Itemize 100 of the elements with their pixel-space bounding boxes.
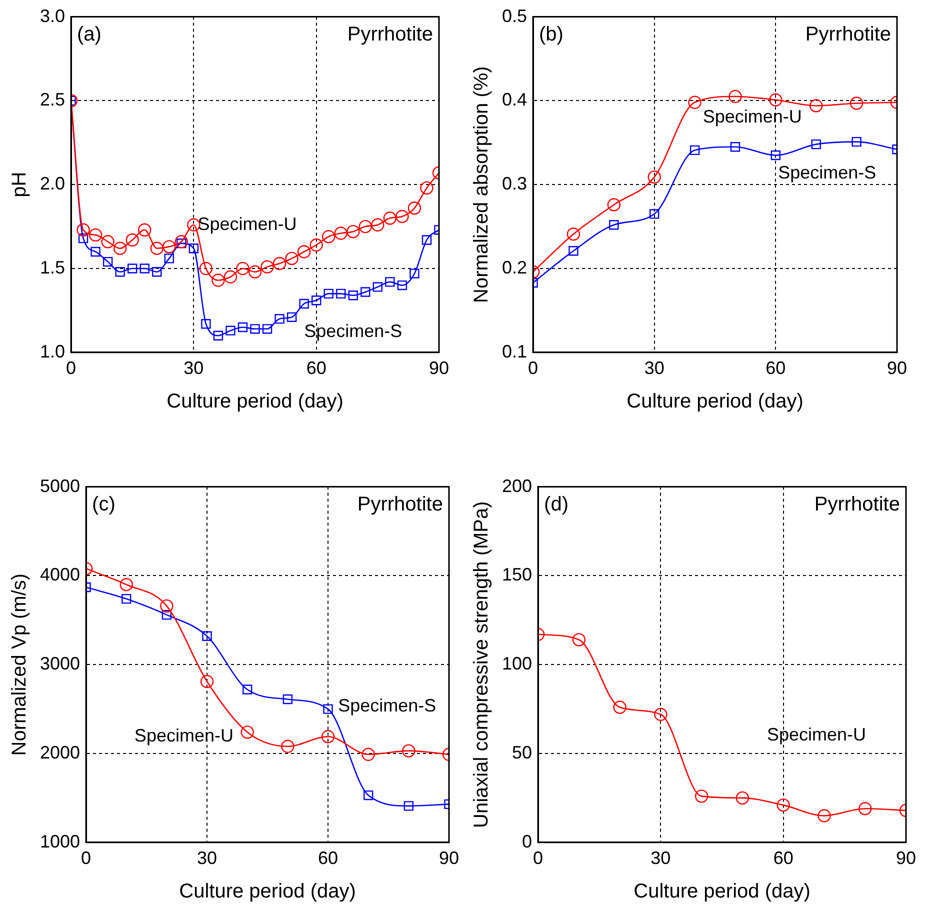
point	[101, 235, 114, 248]
point	[363, 790, 374, 800]
point	[336, 288, 346, 299]
point	[383, 212, 397, 225]
series-label: Specimen-U	[198, 214, 297, 234]
point	[176, 238, 186, 248]
point	[818, 809, 831, 822]
x-tick-label: 90	[886, 358, 908, 378]
point	[162, 240, 176, 254]
point	[770, 150, 781, 160]
point	[324, 288, 334, 299]
y-tick-label: 3.0	[40, 6, 66, 26]
text: Specimen-U	[766, 724, 866, 745]
y-tick-label: 150	[502, 564, 532, 585]
y-tick-label: 50	[512, 742, 532, 762]
y-tick-label: 1.5	[40, 257, 66, 278]
point	[372, 282, 383, 292]
point	[240, 726, 254, 739]
point	[858, 802, 872, 816]
y-tick-label: 0.3	[502, 174, 528, 194]
annotation: (d)	[544, 493, 568, 516]
y-tick-label: 0.1	[502, 341, 528, 362]
point	[260, 260, 274, 274]
y-axis-title: Uniaxial compressive strength (MPa)	[470, 501, 493, 828]
point	[310, 238, 323, 252]
point	[852, 136, 862, 147]
point	[160, 599, 174, 613]
point	[607, 198, 621, 212]
point	[688, 96, 702, 109]
point	[238, 322, 248, 332]
y-tick-label: 3000	[40, 654, 80, 674]
point	[76, 223, 90, 237]
point	[242, 684, 252, 694]
x-axis-title: Culture period (day)	[179, 880, 356, 903]
point	[572, 633, 586, 646]
series-label: Specimen-S	[778, 162, 876, 183]
point	[776, 798, 790, 812]
y-tick-label: 0.2	[502, 257, 528, 278]
point	[690, 145, 700, 156]
point	[321, 730, 335, 744]
point	[736, 791, 750, 805]
point	[397, 280, 408, 290]
point	[199, 262, 213, 276]
point	[188, 244, 199, 254]
y-tick-label: 0.4	[502, 90, 528, 110]
y-axis-title: pH	[8, 172, 31, 198]
point	[358, 220, 372, 234]
point	[348, 290, 358, 300]
y-axis-title: Normalized Vp (m/s)	[8, 573, 31, 756]
point	[568, 246, 578, 256]
x-tick-label: 60	[318, 848, 338, 868]
point	[282, 694, 293, 704]
series-label: Specimen-S	[304, 321, 402, 342]
x-tick-label: 90	[896, 848, 916, 868]
point	[120, 578, 133, 592]
point	[152, 267, 162, 277]
point	[90, 246, 100, 257]
point	[113, 242, 127, 255]
point	[78, 233, 88, 244]
point	[88, 228, 102, 242]
point	[385, 277, 395, 287]
annotation: (b)	[539, 23, 564, 46]
point	[650, 209, 660, 219]
point	[122, 594, 132, 604]
point	[694, 790, 708, 803]
y-tick-label: 1000	[40, 831, 80, 852]
point	[213, 330, 224, 340]
point	[140, 264, 150, 274]
x-tick-label: 60	[766, 358, 786, 378]
y-tick-label: 5000	[40, 476, 80, 496]
y-axis-title: Normalized absorption (%)	[470, 66, 493, 303]
point	[408, 201, 422, 215]
point	[202, 631, 212, 641]
point	[323, 704, 333, 714]
point	[322, 230, 336, 244]
x-tick-label: 60	[773, 848, 794, 868]
point	[115, 267, 125, 277]
point	[164, 254, 174, 264]
point	[422, 235, 432, 245]
point	[126, 233, 139, 247]
point	[201, 319, 211, 329]
point	[728, 90, 742, 104]
series-label: Specimen-U	[134, 726, 234, 746]
x-tick-label: 30	[644, 358, 664, 378]
annotation: (c)	[92, 493, 116, 516]
point	[262, 324, 272, 334]
point	[613, 700, 626, 714]
point	[286, 312, 297, 322]
y-tick-label: 2.0	[40, 174, 66, 194]
point	[654, 708, 668, 721]
point	[281, 740, 294, 753]
point	[648, 170, 661, 184]
chart-title: Pyrrhotite	[814, 493, 900, 516]
point	[299, 298, 309, 309]
point	[566, 228, 580, 241]
point	[272, 256, 286, 270]
series-label: Specimen-S	[338, 695, 436, 716]
y-tick-label: 100	[502, 654, 532, 674]
y-tick-label: 2.5	[40, 90, 66, 110]
point	[224, 270, 238, 284]
